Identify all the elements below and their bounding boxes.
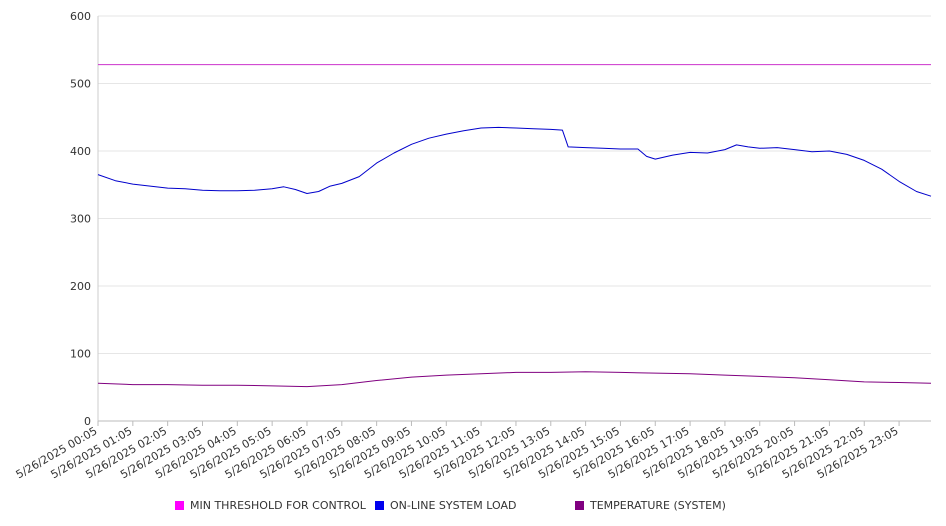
legend-swatch xyxy=(175,501,184,510)
y-tick-label: 300 xyxy=(70,213,91,226)
y-tick-label: 600 xyxy=(70,10,91,23)
legend-item: MIN THRESHOLD FOR CONTROL xyxy=(175,499,366,512)
legend-item: ON-LINE SYSTEM LOAD xyxy=(375,499,516,512)
legend-swatch xyxy=(375,501,384,510)
legend-item: TEMPERATURE (SYSTEM) xyxy=(575,499,726,512)
y-tick-label: 500 xyxy=(70,78,91,91)
series-line-on-line-system-load xyxy=(97,126,932,197)
legend-label: MIN THRESHOLD FOR CONTROL xyxy=(190,499,366,512)
y-tick-label: 100 xyxy=(70,348,91,361)
series-line-temperature-system xyxy=(97,371,932,388)
y-tick-label: 400 xyxy=(70,145,91,158)
chart-legend: MIN THRESHOLD FOR CONTROL ON-LINE SYSTEM … xyxy=(0,497,946,515)
legend-label: ON-LINE SYSTEM LOAD xyxy=(390,499,517,512)
legend-label: TEMPERATURE (SYSTEM) xyxy=(590,499,726,512)
legend-swatch xyxy=(575,501,584,510)
y-tick-label: 0 xyxy=(84,415,91,428)
y-tick-label: 200 xyxy=(70,280,91,293)
